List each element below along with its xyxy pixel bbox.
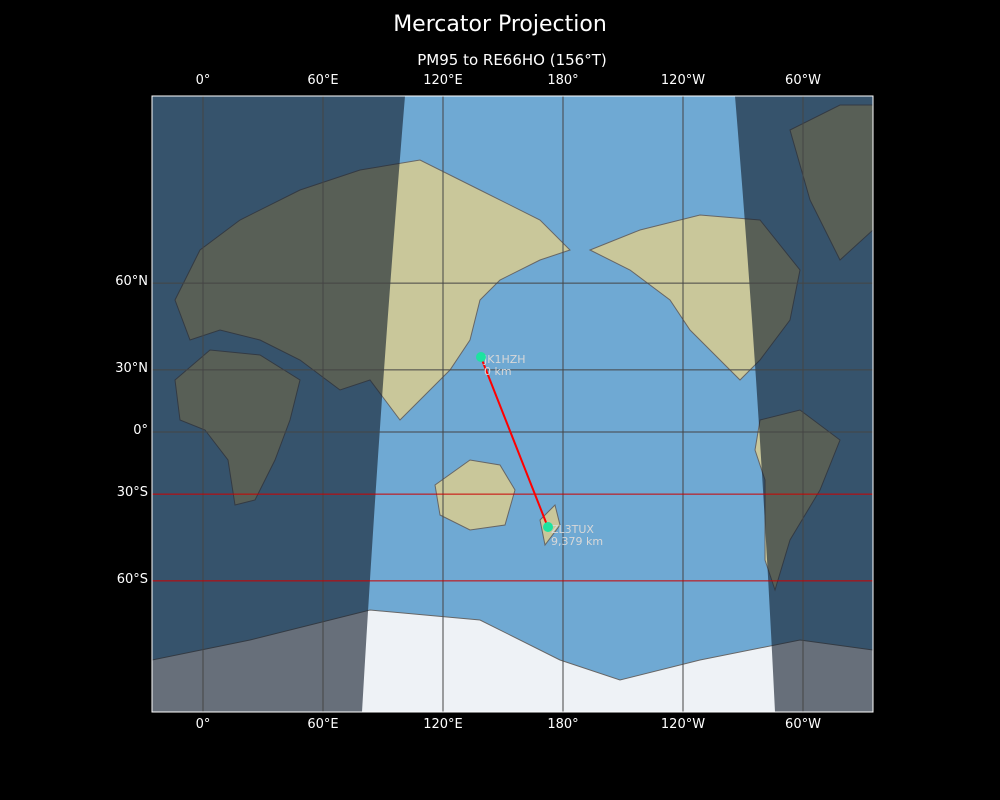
lat-tick-label: 60°S: [116, 571, 148, 587]
station-call: ZL3TUX: [551, 523, 594, 537]
station-marker[interactable]: [476, 352, 486, 363]
figure-title: Mercator Projection: [393, 12, 607, 37]
lon-tick-label-bottom: 120°E: [423, 717, 463, 732]
lon-tick-label-bottom: 120°W: [660, 717, 706, 732]
station-distance: 0 km: [484, 365, 512, 379]
lat-tick-label: 30°N: [115, 360, 148, 376]
lon-tick-label-bottom: 0°: [195, 717, 211, 732]
gridlines: [152, 96, 873, 712]
lon-tick-label-bottom: 180°: [547, 717, 579, 732]
great-circle-path: [480, 356, 549, 528]
station-call: JK1HZH: [484, 353, 526, 367]
station-marker[interactable]: [543, 522, 553, 533]
australia: [434, 459, 516, 531]
lon-tick-label-bottom: 60°W: [785, 717, 821, 732]
station-label: JK1HZH 0 km: [484, 354, 526, 378]
lon-tick-label-top: 120°W: [660, 73, 706, 88]
lat-tick-label: 30°S: [116, 485, 148, 501]
station-distance: 9,379 km: [551, 535, 604, 549]
night-overlay-west: [152, 96, 405, 712]
lon-tick-label-top: 60°W: [785, 73, 821, 88]
night-overlay-east: [735, 96, 873, 712]
lat-tick-label: 60°N: [115, 274, 148, 290]
map-subtitle: PM95 to RE66HO (156°T): [417, 51, 607, 69]
station-label: ZL3TUX 9,379 km: [551, 524, 603, 548]
lon-tick-label-bottom: 60°E: [307, 717, 339, 732]
lon-tick-label-top: 180°: [547, 73, 579, 88]
lat-tick-label: 0°: [133, 423, 148, 438]
map-frame: [151, 95, 874, 713]
lon-tick-label-top: 0°: [195, 73, 211, 88]
path-line: [480, 356, 549, 528]
lon-tick-label-top: 120°E: [423, 73, 463, 88]
lon-tick-label-top: 60°E: [307, 73, 339, 88]
